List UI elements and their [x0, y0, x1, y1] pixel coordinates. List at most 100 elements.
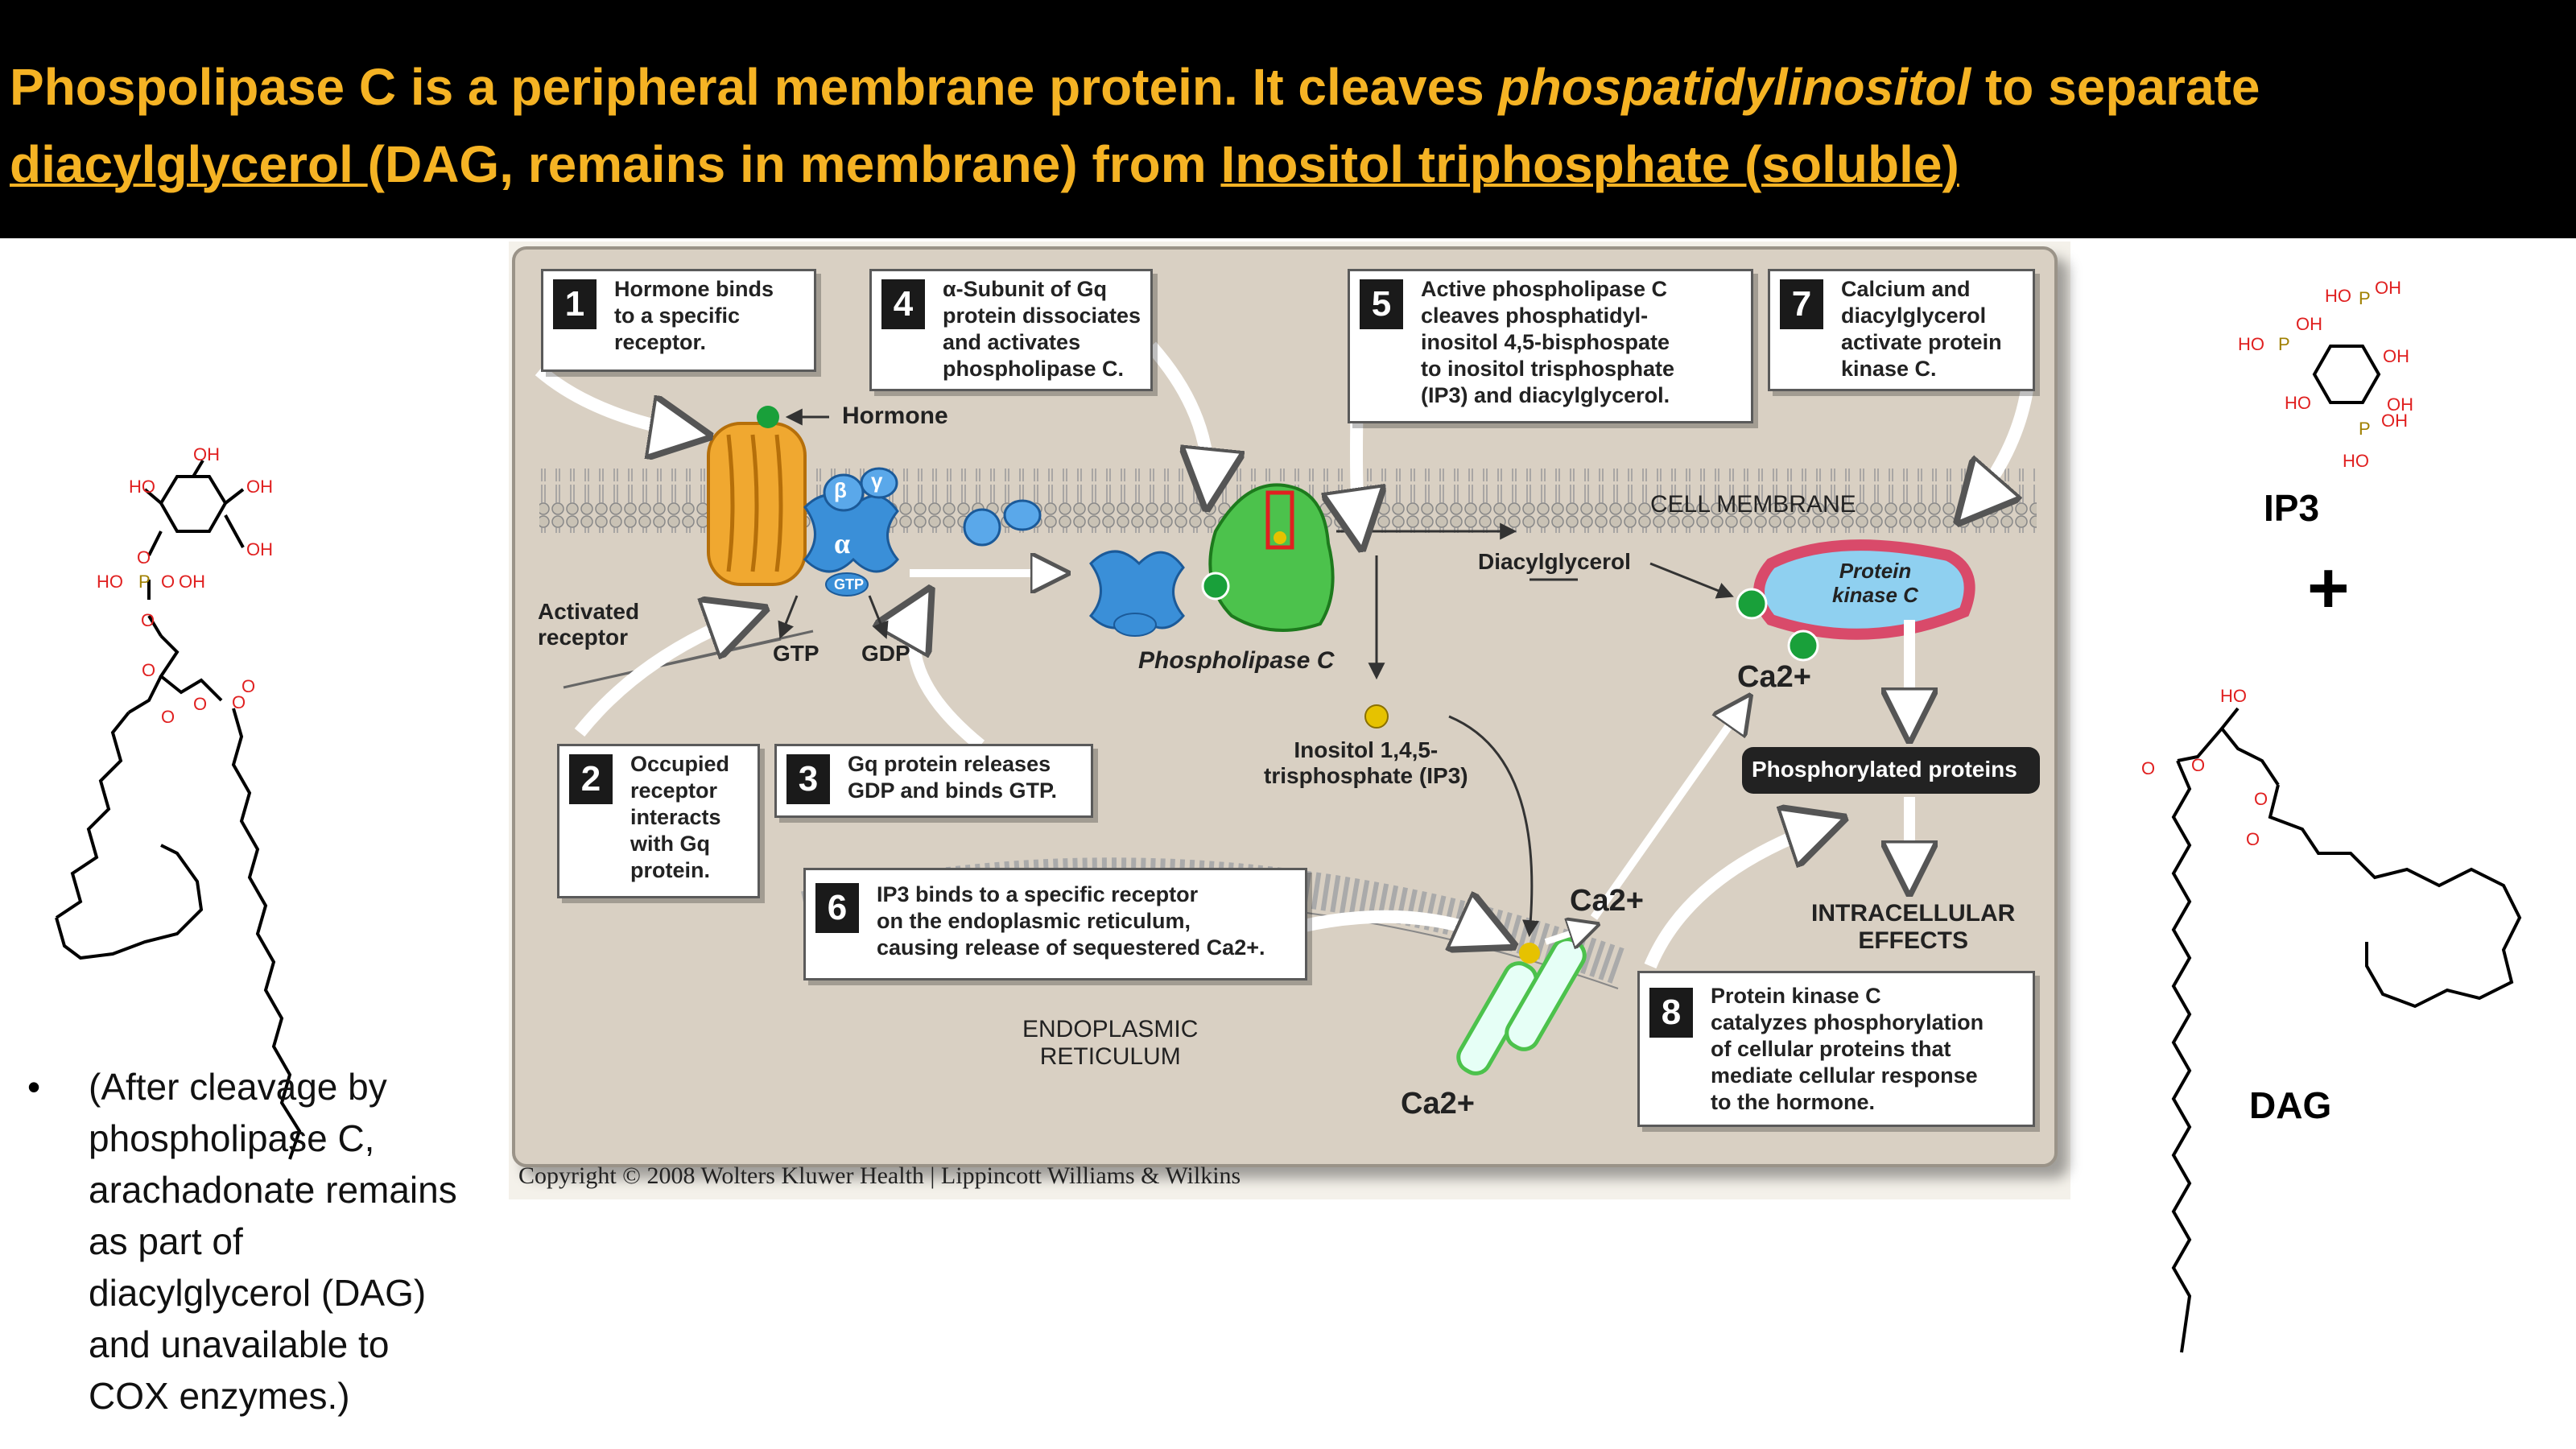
step-number: 5 — [1360, 279, 1403, 329]
pkc-icon — [1736, 539, 1975, 662]
ip3-molecule-icon — [1364, 704, 1389, 729]
alpha-subunit-icon — [1088, 550, 1185, 637]
label-gtp: GTP — [773, 641, 819, 666]
svg-text:OH: OH — [179, 572, 205, 592]
svg-text:O: O — [142, 660, 155, 680]
label-beta: β — [834, 478, 847, 502]
label-gtp-small: GTP — [834, 576, 865, 592]
svg-text:HO: HO — [2343, 451, 2369, 471]
label-gamma: γ — [871, 469, 883, 493]
copyright: Copyright © 2008 Wolters Kluwer Health |… — [518, 1162, 1241, 1189]
dag-struct-labels: HO O O O O — [2141, 686, 2268, 849]
svg-text:O: O — [193, 694, 207, 714]
title-part5: (DAG, remains in membrane) from — [367, 135, 1221, 193]
step-text: Hormone binds to a specific receptor. — [614, 277, 774, 354]
bullet-text: (After cleavage by phospholipase C, arac… — [89, 1066, 457, 1417]
svg-text:HO: HO — [129, 477, 155, 497]
step-6-box: 6 IP3 binds to a specific receptor on th… — [803, 868, 1307, 980]
step-8-box: 8 Protein kinase C catalyzes phosphoryla… — [1637, 971, 2035, 1127]
svg-text:O: O — [161, 707, 175, 727]
label-activated-receptor: Activated receptor — [538, 599, 640, 650]
label-ca-pkc: Ca2+ — [1737, 660, 1811, 694]
svg-text:OH: OH — [2381, 411, 2408, 431]
ip3-struct-labels: HO P OH OH OH HO P OH HO P OH HO — [2238, 278, 2413, 471]
label-alpha: α — [834, 527, 851, 559]
label-ca-er-out: Ca2+ — [1570, 884, 1644, 918]
title-underline-dag: diacylglycerol — [10, 135, 368, 193]
label-ca-er-in: Ca2+ — [1401, 1087, 1475, 1121]
ip3-label: IP3 — [2264, 487, 2320, 529]
step-3-box: 3 Gq protein releases GDP and binds GTP. — [774, 744, 1093, 818]
svg-text:HO: HO — [97, 572, 123, 592]
label-phosphorylated-proteins: Phosphorylated proteins — [1752, 757, 2017, 782]
label-cell-membrane: CELL MEMBRANE — [1650, 491, 1856, 518]
svg-text:O: O — [137, 547, 151, 568]
beta-gamma-icon — [963, 499, 1042, 547]
svg-text:HO: HO — [2238, 334, 2264, 354]
step-text: Occupied receptor interacts with Gq prot… — [630, 752, 730, 882]
svg-text:P: P — [2359, 288, 2371, 308]
step-5-box: 5 Active phospholipase C cleaves phospha… — [1348, 269, 1753, 423]
step-number: 2 — [569, 754, 613, 804]
receptor-icon — [707, 422, 807, 586]
g-protein-icon — [803, 467, 899, 597]
dag-structure-icon — [2171, 707, 2522, 1353]
step-7-box: 7 Calcium and diacylglycerol activate pr… — [1768, 269, 2035, 391]
title-bar: Phospolipase C is a peripheral membrane … — [0, 0, 2576, 238]
label-er: ENDOPLASMIC RETICULUM — [1022, 1016, 1199, 1070]
step-text: α-Subunit of Gq protein dissociates and … — [943, 277, 1141, 381]
pip2-structure-icon — [55, 459, 302, 1160]
svg-text:O: O — [242, 676, 255, 696]
svg-text:HO: HO — [2285, 393, 2311, 413]
step-number: 7 — [1780, 279, 1823, 329]
phosphorylated-proteins-box — [1742, 747, 2040, 794]
svg-text:OH: OH — [2383, 346, 2409, 366]
svg-text:OH: OH — [246, 539, 273, 559]
svg-text:OH: OH — [246, 477, 273, 497]
ip3-structure-icon — [2312, 345, 2381, 404]
bullet-dot: • — [27, 1066, 41, 1108]
label-phospholipase-c: Phospholipase C — [1138, 647, 1335, 674]
er-channel-icon — [1456, 937, 1587, 1075]
step-text: Calcium and diacylglycerol activate prot… — [1841, 277, 2002, 381]
svg-text:HO: HO — [2220, 686, 2247, 706]
hormone-icon — [757, 406, 779, 428]
label-gdp: GDP — [861, 641, 910, 666]
slide-title: Phospolipase C is a peripheral membrane … — [10, 48, 2553, 203]
step-number: 6 — [815, 883, 859, 933]
step-4-box: 4 α-Subunit of Gq protein dissociates an… — [869, 269, 1153, 391]
step-text: Protein kinase C catalyzes phosphorylati… — [1711, 984, 1984, 1114]
pip2-labels: OH OH OH HO O HO P O OH O O O O O O — [97, 444, 273, 727]
label-protein-kinase-c: Protein kinase C — [1832, 559, 1918, 607]
step-text: IP3 binds to a specific receptor on the … — [877, 882, 1265, 960]
title-italic-term: phospatidylinositol — [1498, 58, 1971, 116]
svg-text:O: O — [2246, 829, 2260, 849]
step-text: Active phospholipase C cleaves phosphati… — [1421, 277, 1674, 407]
svg-text:HO: HO — [2325, 286, 2351, 306]
label-hormone: Hormone — [842, 402, 948, 429]
svg-text:OH: OH — [193, 444, 220, 464]
step-number: 1 — [553, 279, 597, 329]
dag-label: DAG — [2249, 1084, 2332, 1126]
title-underline-ip3: Inositol triphosphate (soluble) — [1220, 135, 1959, 193]
label-diacylglycerol: Diacylglycerol — [1478, 549, 1631, 574]
plus-sign: + — [2307, 548, 2350, 629]
svg-text:OH: OH — [2296, 314, 2322, 334]
step-1-box: 1 Hormone binds to a specific receptor. — [541, 269, 816, 372]
label-ip3: Inositol 1,4,5- trisphosphate (IP3) — [1264, 737, 1468, 788]
svg-text:O: O — [2254, 789, 2268, 809]
title-part3: to separate — [1971, 58, 2260, 116]
svg-text:P: P — [138, 572, 151, 592]
svg-text:O: O — [232, 692, 246, 712]
title-part1: Phospolipase C is a peripheral membrane … — [10, 58, 1499, 116]
svg-text:O: O — [2141, 758, 2155, 778]
label-intracellular-effects: INTRACELLULAR EFFECTS — [1811, 900, 2016, 954]
svg-text:P: P — [2278, 334, 2290, 354]
svg-text:O: O — [141, 610, 155, 630]
phospholipase-c-icon — [1201, 483, 1335, 632]
step-number: 4 — [881, 279, 925, 329]
step-2-box: 2 Occupied receptor interacts with Gq pr… — [557, 744, 760, 898]
svg-text:P: P — [2359, 419, 2371, 439]
step-number: 3 — [786, 754, 830, 804]
